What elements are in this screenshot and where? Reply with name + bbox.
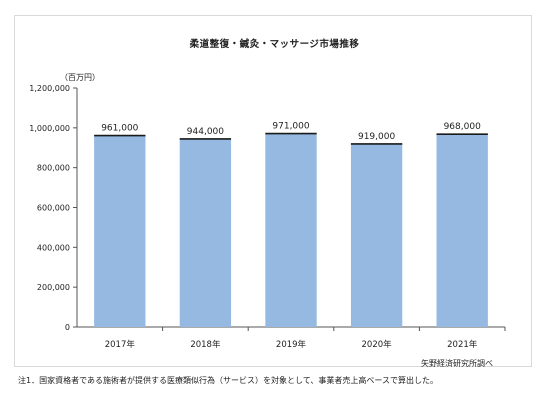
y-tick-label: 400,000	[37, 243, 70, 252]
x-tick-label: 2017年	[105, 339, 136, 350]
data-label: 971,000	[272, 122, 309, 132]
x-tick-label: 2020年	[362, 339, 393, 350]
source-label: 矢野経済研究所調べ	[421, 359, 493, 368]
x-tick-label: 2018年	[190, 339, 221, 350]
y-tick-label: 600,000	[37, 204, 70, 213]
y-tick-label: 200,000	[37, 283, 70, 292]
bar	[179, 138, 232, 327]
data-label: 961,000	[101, 124, 138, 134]
footnote: 注1．国家資格者である施術者が提供する医療類似行為（サービス）を対象として、事業…	[18, 376, 438, 385]
y-tick-label: 1,000,000	[29, 124, 70, 133]
chart-title: 柔道整復・鍼灸・マッサージ市場推移	[189, 39, 360, 50]
bar	[94, 135, 146, 327]
data-label: 968,000	[444, 122, 481, 132]
y-tick-label: 800,000	[37, 164, 70, 173]
x-tick-label: 2021年	[447, 339, 478, 350]
unit-label: （百万円）	[60, 73, 100, 82]
y-tick-label: 1,200,000	[29, 84, 70, 93]
data-label: 919,000	[358, 132, 395, 142]
bar	[350, 143, 403, 327]
y-tick-label: 0	[65, 323, 70, 332]
data-label: 944,000	[187, 127, 224, 137]
x-tick-label: 2019年	[276, 339, 307, 350]
bar	[436, 134, 488, 327]
bar	[265, 133, 317, 327]
